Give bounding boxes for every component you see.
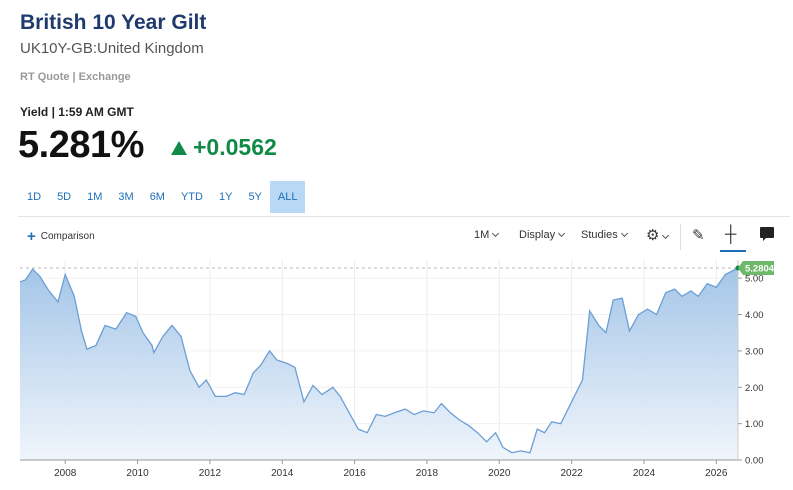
page-title: British 10 Year Gilt xyxy=(20,11,207,34)
interval-dropdown[interactable]: 1M xyxy=(474,229,500,241)
range-1d[interactable]: 1D xyxy=(27,191,42,203)
quote-source: RT Quote | Exchange xyxy=(20,71,131,83)
range-ytd[interactable]: YTD xyxy=(180,191,203,203)
chart-toolbar: + Comparison 1M Display Studies ⚙ ✎ ┼ xyxy=(18,216,790,252)
x-tick-label: 2018 xyxy=(416,468,439,479)
range-5d[interactable]: 5D xyxy=(57,191,72,203)
price-change-value: +0.0562 xyxy=(193,134,277,160)
yield-line xyxy=(19,267,739,454)
x-tick-label: 2024 xyxy=(633,468,656,479)
pencil-icon[interactable]: ✎ xyxy=(692,227,705,244)
last-value-label: 5.2804 xyxy=(745,263,775,274)
x-tick-label: 2008 xyxy=(54,468,77,479)
time-range-selector: 1D 5D 1M 3M 6M YTD 1Y 5Y ALL xyxy=(19,181,306,213)
chevron-down-icon xyxy=(620,229,628,238)
y-tick-label: 2.00 xyxy=(745,383,764,394)
y-tick-label: 0.00 xyxy=(745,456,764,467)
triangle-up-icon xyxy=(171,140,187,155)
studies-dropdown[interactable]: Studies xyxy=(581,229,628,241)
chevron-down-icon xyxy=(492,229,500,238)
range-1y[interactable]: 1Y xyxy=(218,191,233,203)
range-6m[interactable]: 6M xyxy=(149,191,165,203)
studies-label: Studies xyxy=(581,229,618,241)
comparison-button[interactable]: + Comparison xyxy=(27,227,95,245)
range-1m[interactable]: 1M xyxy=(87,191,103,203)
x-tick-label: 2020 xyxy=(488,468,511,479)
security-subtitle: UK10Y-GB:United Kingdom xyxy=(20,40,204,57)
last-value-badge: 5.2804 xyxy=(738,260,775,275)
plus-icon: + xyxy=(27,227,36,245)
range-5y[interactable]: 5Y xyxy=(248,191,262,203)
display-dropdown[interactable]: Display xyxy=(519,229,566,241)
chevron-down-icon xyxy=(662,231,670,240)
display-label: Display xyxy=(519,229,556,241)
y-tick-label: 4.00 xyxy=(745,310,764,321)
x-tick-label: 2012 xyxy=(199,468,222,479)
gear-icon[interactable]: ⚙ xyxy=(646,226,670,244)
chevron-down-icon xyxy=(558,229,566,238)
crosshair-icon[interactable]: ┼ xyxy=(725,226,737,243)
yield-area xyxy=(20,268,738,460)
y-tick-label: 5.00 xyxy=(745,274,764,285)
yield-chart[interactable]: 2008 2010 2012 2014 2016 2018 2020 2022 2024 2026… xyxy=(0,252,793,490)
yield-timestamp: Yield | 1:59 AM GMT xyxy=(20,105,134,119)
range-3m[interactable]: 3M xyxy=(118,191,134,203)
last-price: 5.281% xyxy=(18,124,144,166)
note-icon[interactable] xyxy=(760,227,774,241)
x-tick-label: 2022 xyxy=(560,468,583,479)
crosshair-active-indicator xyxy=(720,250,746,252)
x-tick-label: 2016 xyxy=(343,468,366,479)
y-tick-label: 3.00 xyxy=(745,346,764,357)
x-tick-label: 2014 xyxy=(271,468,294,479)
range-all[interactable]: ALL xyxy=(269,181,306,213)
comparison-label: Comparison xyxy=(40,231,95,242)
y-tick-label: 1.00 xyxy=(745,419,764,430)
toolbar-divider xyxy=(680,224,681,250)
interval-label: 1M xyxy=(474,229,490,241)
price-change: +0.0562 xyxy=(171,134,277,161)
x-tick-label: 2026 xyxy=(705,468,728,479)
x-tick-label: 2010 xyxy=(126,468,149,479)
